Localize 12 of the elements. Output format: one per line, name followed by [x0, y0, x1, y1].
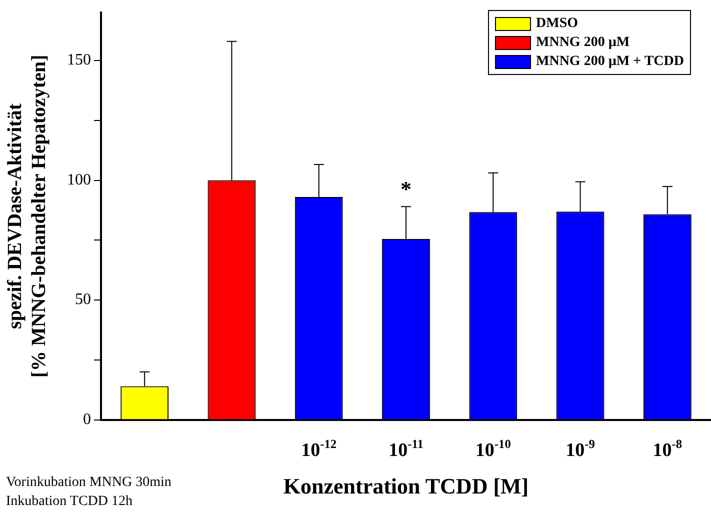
text: Vorinkubation MNNG 30min — [6, 474, 172, 492]
y-tick-label: 0 — [83, 411, 91, 428]
y-axis-title: spezif. DEVDase-Aktivität [% MNNG-behandelter Hepatozyten] — [4, 54, 50, 378]
y-tick-label: 50 — [75, 291, 91, 308]
text: Inkubation TCDD 12h — [6, 493, 134, 511]
legend-label: MNNG 200 µM — [536, 34, 630, 50]
legend-label: MNNG 200 µM + TCDD — [536, 54, 684, 70]
annotation: * — [400, 176, 412, 202]
x-axis-title: Konzentration TCDD [M] — [283, 473, 529, 498]
y-tick-label: 150 — [67, 52, 91, 69]
legend-label: DMSO — [536, 16, 578, 32]
y-tick-label: 100 — [67, 171, 91, 188]
